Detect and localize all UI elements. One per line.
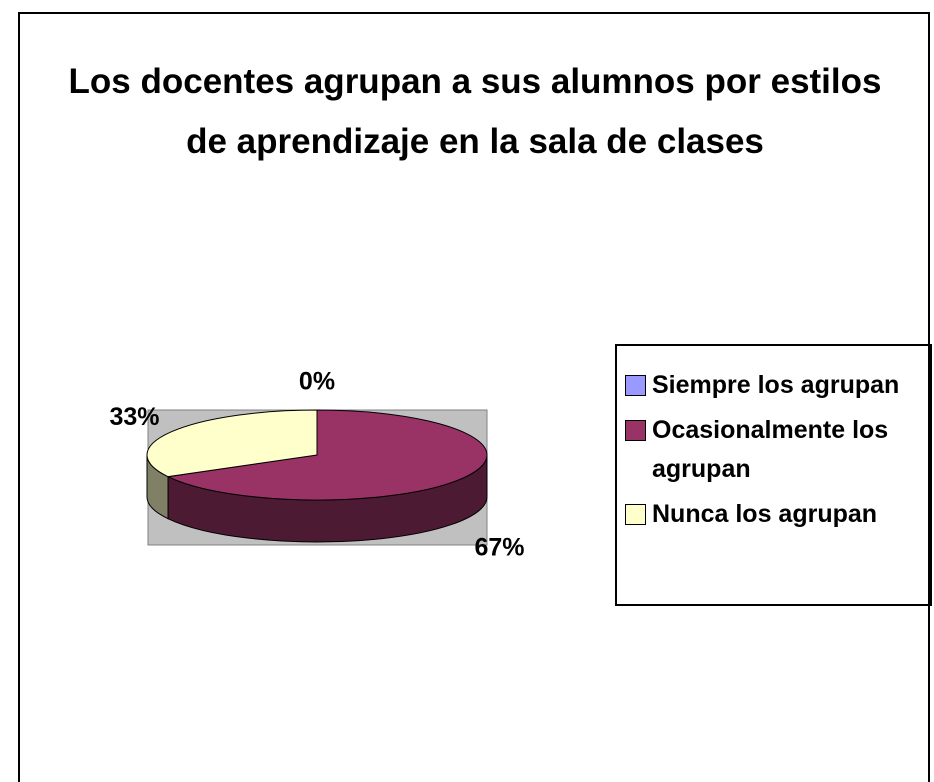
legend-label: Siempre los agrupan [652,371,900,399]
slice [166,409,488,501]
legend-swatch [625,420,646,441]
legend-item: Siempre los agrupan [625,366,922,405]
legend-label: Nunca los agrupan [652,500,878,528]
data-label: 67% [474,533,524,561]
legend-item: Nunca los agrupan [625,495,922,534]
chart-frame [18,12,930,782]
legend: Siempre los agrupan Ocasionalmente los ag… [615,344,932,606]
chart-title: Los docentes agrupan a sus alumnos por e… [68,62,882,161]
legend-item: Ocasionalmente los agrupan [625,411,922,489]
legend-swatch [625,504,646,525]
data-label: 0% [299,368,335,396]
legend-label: Ocasionalmente los agrupan [652,416,889,483]
slice [146,409,318,478]
data-label: 33% [109,403,159,431]
legend-swatch [625,375,646,396]
